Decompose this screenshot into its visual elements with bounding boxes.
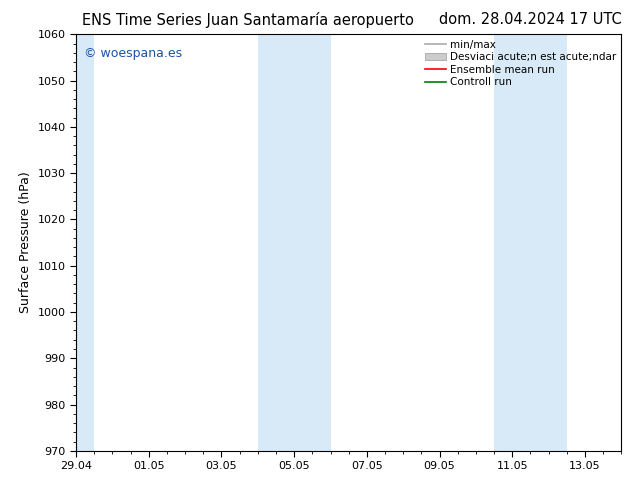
Text: © woespana.es: © woespana.es bbox=[84, 47, 183, 60]
Bar bbox=[494, 34, 567, 451]
Bar bbox=[258, 34, 330, 451]
Y-axis label: Surface Pressure (hPa): Surface Pressure (hPa) bbox=[19, 172, 32, 314]
Text: dom. 28.04.2024 17 UTC: dom. 28.04.2024 17 UTC bbox=[439, 12, 621, 27]
Text: ENS Time Series Juan Santamaría aeropuerto: ENS Time Series Juan Santamaría aeropuer… bbox=[82, 12, 414, 28]
Legend: min/max, Desviaci acute;n est acute;ndar, Ensemble mean run, Controll run: min/max, Desviaci acute;n est acute;ndar… bbox=[423, 37, 618, 89]
Bar bbox=[75, 34, 94, 451]
